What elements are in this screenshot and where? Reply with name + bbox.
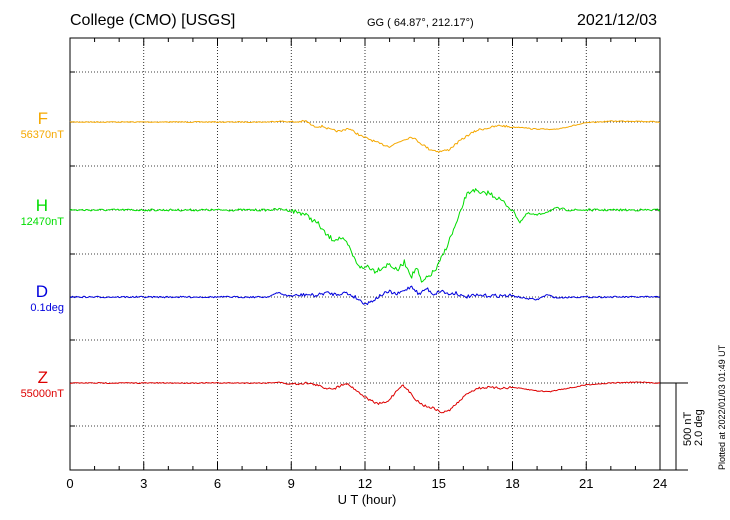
- x-tick-label: 6: [213, 476, 222, 491]
- geographic-coordinates: GG ( 64.87°, 212.17°): [367, 17, 474, 29]
- grid-lines: [70, 38, 660, 470]
- component-letter: H: [35, 196, 48, 215]
- component-label-h: H 12470nT: [4, 196, 64, 228]
- scale-deg-label: 2.0 deg: [693, 409, 705, 446]
- series-line-z: [69, 381, 661, 414]
- series-line-d: [69, 285, 661, 306]
- axis-ticks: [69, 38, 661, 470]
- x-axis-label: U T (hour): [337, 492, 397, 507]
- plot-date: 2021/12/03: [577, 12, 658, 29]
- component-letter: Z: [37, 368, 48, 387]
- component-baseline: 55000nT: [20, 388, 64, 400]
- x-tick-label: 3: [140, 476, 148, 491]
- component-label-f: F 56370nT: [4, 109, 64, 141]
- plotted-timestamp: Plotted at 2022/01/03 01:49 UT: [717, 344, 727, 470]
- x-tick-label: 12: [357, 476, 373, 491]
- x-tick-label: 0: [66, 476, 74, 491]
- component-label-d: D 0.1deg: [4, 282, 64, 314]
- component-baseline: 0.1deg: [30, 302, 64, 314]
- station-title: College (CMO) [USGS]: [70, 12, 236, 29]
- x-tick-label: 9: [287, 476, 295, 491]
- x-tick-label: 24: [652, 476, 668, 491]
- series-line-f: [69, 119, 661, 153]
- series-lines: [69, 119, 661, 414]
- component-baseline: 56370nT: [20, 129, 64, 141]
- x-tick-label: 18: [505, 476, 520, 491]
- component-baseline: 12470nT: [20, 216, 64, 228]
- component-letter: D: [35, 282, 48, 301]
- x-tick-label: 15: [431, 476, 446, 491]
- component-label-z: Z 55000nT: [4, 368, 64, 400]
- component-letter: F: [37, 109, 48, 128]
- scale-bar: [660, 382, 688, 471]
- x-tick-label: 21: [579, 476, 594, 491]
- series-line-h: [69, 188, 661, 283]
